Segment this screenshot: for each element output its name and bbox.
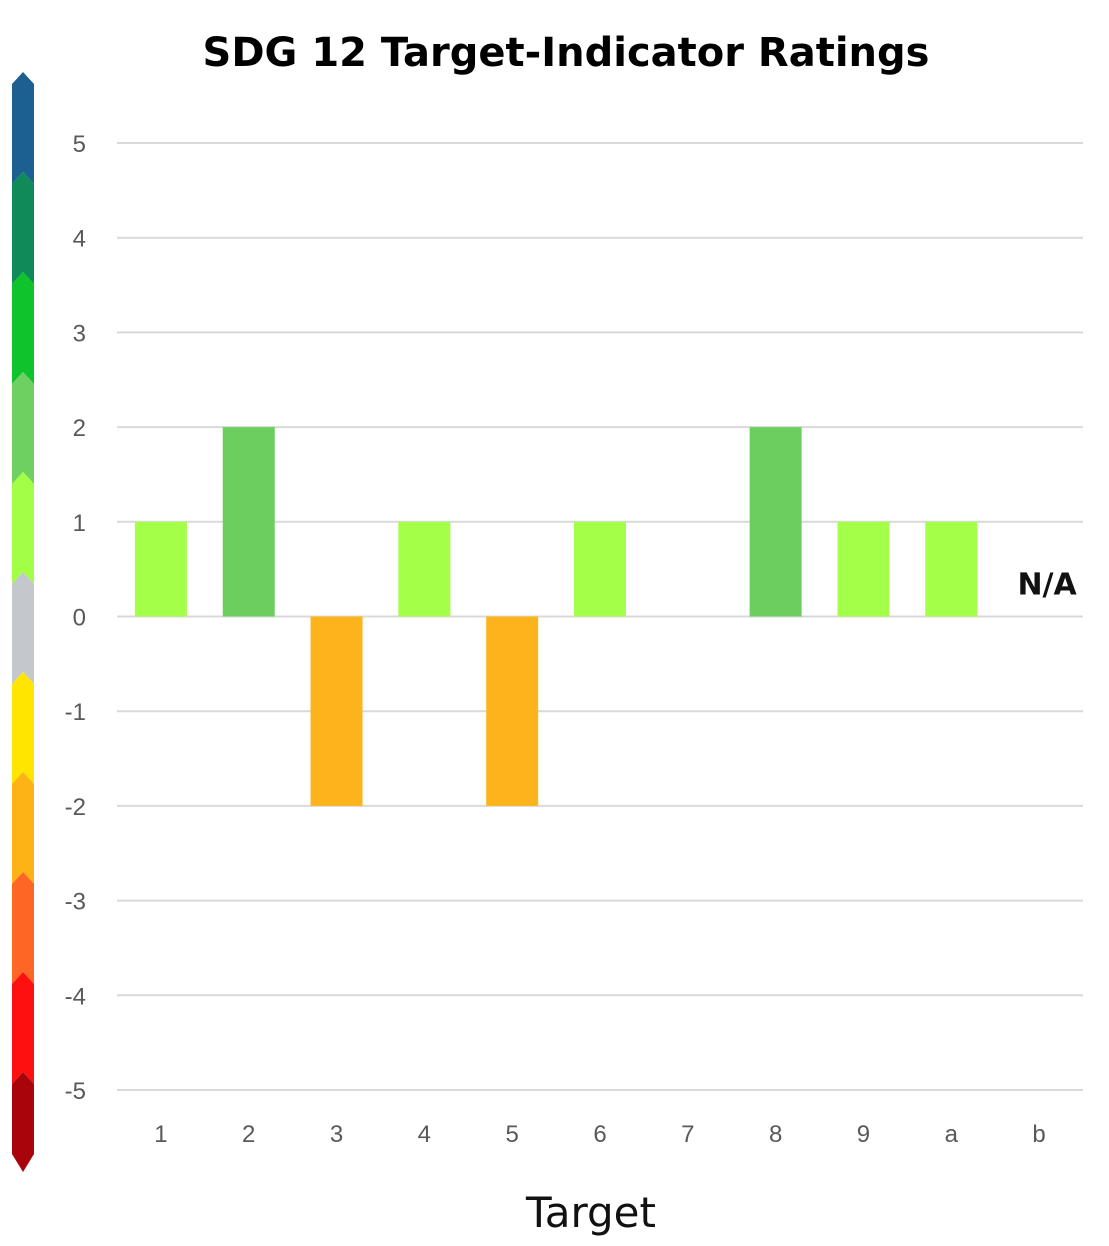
bar-4 [398, 521, 451, 617]
x-tick-label: 9 [857, 1121, 870, 1148]
scale-segment [12, 872, 34, 984]
scale-segment [12, 572, 34, 684]
y-tick-label: -4 [65, 983, 86, 1010]
x-tick-label: 1 [154, 1121, 167, 1148]
bar-8 [749, 427, 802, 617]
y-tick-label: 3 [73, 320, 86, 347]
y-tick-label: 2 [73, 415, 86, 442]
y-tick-label: -1 [65, 699, 86, 726]
y-tick-label: -5 [65, 1078, 86, 1105]
x-tick-label: b [1032, 1121, 1045, 1148]
scale-segment [12, 1072, 34, 1172]
y-tick-label: 5 [73, 131, 86, 158]
scale-segment [12, 372, 34, 484]
y-tick-label: 1 [73, 510, 86, 537]
x-tick-label: 6 [593, 1121, 606, 1148]
x-tick-label: 4 [418, 1121, 431, 1148]
bar-6 [574, 521, 626, 617]
y-tick-label: 0 [73, 605, 86, 632]
scale-segment [12, 472, 34, 584]
scale-segment [12, 72, 34, 184]
bar-5 [486, 616, 539, 806]
y-tick-label: 4 [73, 226, 86, 253]
x-tick-label: 2 [242, 1121, 255, 1148]
rating-color-scale [12, 72, 34, 1172]
x-tick-label: 5 [506, 1121, 519, 1148]
scale-segment [12, 272, 34, 384]
x-axis-label: Target [526, 1188, 656, 1237]
y-tick-label: -2 [65, 794, 86, 821]
chart-title: SDG 12 Target-Indicator Ratings [202, 30, 930, 76]
bar-9 [837, 521, 890, 617]
x-tick-label: 3 [330, 1121, 343, 1148]
na-annotation: N/A [1017, 568, 1077, 603]
bar-a [925, 521, 978, 617]
bar-2 [222, 427, 275, 617]
bar-1 [134, 521, 187, 617]
x-tick-label: a [945, 1121, 959, 1148]
bar-3 [310, 616, 363, 806]
y-tick-label: -3 [65, 889, 86, 916]
scale-segment [12, 772, 34, 884]
x-tick-label: 8 [769, 1121, 782, 1148]
scale-segment [12, 672, 34, 784]
x-tick-label: 7 [681, 1121, 694, 1148]
scale-segment [12, 972, 34, 1084]
scale-segment [12, 172, 34, 284]
